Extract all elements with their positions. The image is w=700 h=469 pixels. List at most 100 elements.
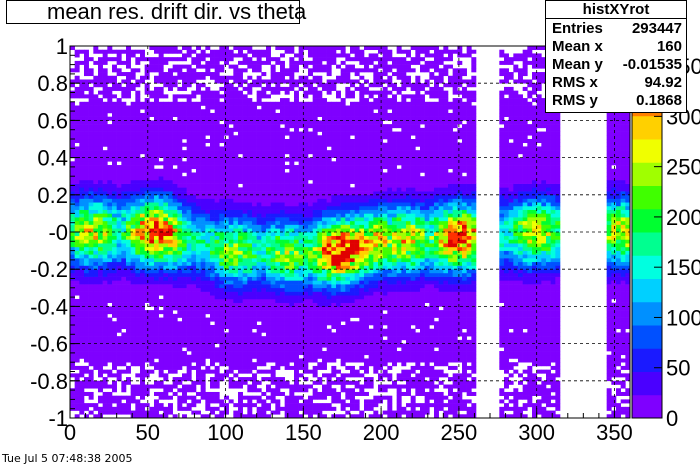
heatmap-cell <box>238 317 243 322</box>
heatmap-cell <box>144 280 150 285</box>
heatmap-cell <box>191 131 197 136</box>
heatmap-cell <box>70 142 75 147</box>
heatmap-cell <box>233 146 239 151</box>
heatmap-cell <box>200 109 206 114</box>
heatmap-cell <box>317 380 323 385</box>
heatmap-cell <box>70 101 75 106</box>
heatmap-cell <box>158 64 164 69</box>
heatmap-cell <box>247 60 253 65</box>
heatmap-cell <box>284 276 290 281</box>
heatmap-cell <box>280 64 285 69</box>
heatmap-cell <box>308 83 313 88</box>
heatmap-cell <box>294 209 299 214</box>
heatmap-cell <box>172 280 178 285</box>
heatmap-cell <box>196 358 201 363</box>
heatmap-cell <box>247 325 253 330</box>
heatmap-cell <box>312 295 318 300</box>
heatmap-cell <box>70 302 75 307</box>
heatmap-cell <box>112 213 117 218</box>
heatmap-cell <box>303 284 309 289</box>
heatmap-cell <box>280 191 285 196</box>
heatmap-cell <box>233 150 239 155</box>
heatmap-cell <box>280 380 285 385</box>
heatmap-cell <box>196 254 201 259</box>
heatmap-cell <box>275 246 281 251</box>
heatmap-cell <box>172 321 178 326</box>
heatmap-cell <box>224 298 229 303</box>
heatmap-cell <box>284 395 290 400</box>
heatmap-cell <box>238 391 243 396</box>
heatmap-cell <box>126 90 131 95</box>
heatmap-cell <box>186 306 192 311</box>
heatmap-cell <box>98 172 103 177</box>
heatmap-cell <box>224 302 229 307</box>
heatmap-cell <box>88 410 94 415</box>
heatmap-cell <box>261 139 267 144</box>
heatmap-cell <box>168 72 173 77</box>
heatmap-cell <box>191 358 197 363</box>
heatmap-cell <box>256 53 262 58</box>
heatmap-cell <box>121 369 127 374</box>
heatmap-cell <box>214 250 220 255</box>
heatmap-cell <box>149 347 155 352</box>
heatmap-cell <box>168 213 173 218</box>
heatmap-cell <box>284 194 290 199</box>
heatmap-cell <box>233 53 239 58</box>
heatmap-cell <box>280 112 285 117</box>
heatmap-cell <box>158 269 164 274</box>
heatmap-cell <box>298 112 304 117</box>
heatmap-cell <box>144 332 150 337</box>
heatmap-cell <box>242 313 248 318</box>
heatmap-cell <box>252 101 257 106</box>
heatmap-cell <box>266 46 271 51</box>
heatmap-cell <box>308 358 313 363</box>
heatmap-cell <box>219 53 225 58</box>
heatmap-cell <box>280 358 285 363</box>
heatmap-cell <box>88 343 94 348</box>
heatmap-cell <box>88 358 94 363</box>
heatmap-cell <box>210 179 215 184</box>
heatmap-cell <box>98 284 103 289</box>
heatmap-cell <box>130 179 136 184</box>
heatmap-cell <box>205 220 211 225</box>
heatmap-cell <box>289 135 295 140</box>
heatmap-cell <box>149 362 155 367</box>
heatmap-cell <box>182 176 187 181</box>
heatmap-cell <box>238 90 243 95</box>
heatmap-cell <box>74 343 80 348</box>
heatmap-cell <box>158 146 164 151</box>
heatmap-cell <box>93 60 99 65</box>
heatmap-cell <box>247 354 253 359</box>
heatmap-cell <box>238 98 243 103</box>
heatmap-cell <box>242 317 248 322</box>
heatmap-cell <box>247 105 253 110</box>
heatmap-cell <box>326 380 332 385</box>
heatmap-cell <box>177 302 183 307</box>
heatmap-cell <box>88 142 94 147</box>
heatmap-cell <box>126 172 131 177</box>
heatmap-cell <box>177 153 183 158</box>
heatmap-cell <box>102 194 108 199</box>
heatmap-cell <box>247 176 253 181</box>
heatmap-cell <box>74 265 80 270</box>
heatmap-cell <box>98 194 103 199</box>
heatmap-cell <box>182 101 187 106</box>
heatmap-cell <box>266 310 271 315</box>
heatmap-cell <box>196 365 201 370</box>
heatmap-cell <box>182 399 187 404</box>
heatmap-cell <box>317 354 323 359</box>
heatmap-cell <box>149 168 155 173</box>
heatmap-cell <box>261 168 267 173</box>
heatmap-cell <box>266 146 271 151</box>
heatmap-cell <box>172 46 178 51</box>
heatmap-cell <box>102 168 108 173</box>
heatmap-cell <box>186 287 192 292</box>
heatmap-cell <box>172 298 178 303</box>
heatmap-cell <box>219 410 225 415</box>
heatmap-cell <box>158 191 164 196</box>
heatmap-cell <box>289 72 295 77</box>
heatmap-cell <box>126 183 131 188</box>
heatmap-cell <box>326 373 332 378</box>
heatmap-cell <box>205 124 211 129</box>
heatmap-cell <box>163 224 169 229</box>
